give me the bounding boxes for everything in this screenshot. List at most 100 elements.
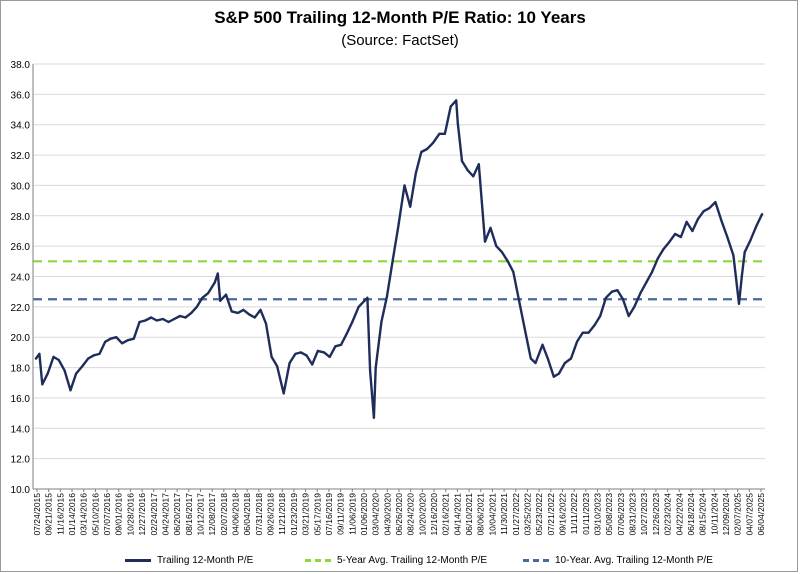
x-tick-label: 03/04/2020 [371,493,381,536]
x-tick-label: 03/10/2023 [593,493,603,536]
series-line-trailing-pe [34,99,764,419]
data-point [259,308,262,311]
data-point [557,372,561,375]
x-tick-label: 10/27/2023 [639,493,649,536]
y-tick-label: 36.0 [11,90,31,101]
data-point [651,270,654,273]
chart-subtitle: (Source: FactSet) [341,32,459,49]
x-tick-label: 04/30/2020 [382,493,392,536]
legend-swatch-10yr-avg [523,559,549,562]
data-point [288,361,291,365]
data-point [426,147,429,151]
data-point [41,383,44,386]
legend-item-trailing-pe: Trailing 12-Month P/E [125,555,253,566]
data-point [184,316,187,319]
data-point [253,316,256,319]
x-tick-label: 08/06/2021 [476,493,486,536]
data-point [616,289,619,292]
data-point [668,240,671,243]
data-point [316,349,319,352]
x-tick-label: 11/11/2022 [569,493,579,535]
data-point [150,316,153,319]
x-tick-label: 11/21/2018 [277,493,287,535]
data-point [126,339,129,342]
gridlines [33,63,765,460]
data-point [506,260,509,263]
x-tick-label: 06/26/2020 [394,493,404,536]
data-point [534,361,537,365]
chart-title: S&P 500 Trailing 12-Month P/E Ratio: 10 … [214,8,586,27]
data-point [109,337,112,340]
x-tick-label: 04/14/2021 [452,493,462,536]
data-point [581,331,584,334]
reference-lines [33,260,765,301]
y-tick-label: 12.0 [11,455,31,466]
data-point [691,229,694,233]
data-point [167,320,170,324]
x-tick-label: 12/08/2017 [207,493,217,536]
data-point [161,317,164,321]
x-tick-label: 08/31/2023 [628,493,638,536]
x-tick-label: 11/30/2021 [499,493,509,535]
data-point [726,235,729,239]
data-point [714,201,717,204]
data-point [639,292,642,295]
data-point [305,354,308,357]
x-tick-label: 07/07/2016 [102,493,112,536]
data-point [282,392,285,395]
data-point [144,319,147,322]
y-tick-label: 24.0 [11,273,31,284]
data-point [569,357,573,360]
data-point [190,311,193,314]
x-tick-label: 06/04/2018 [242,493,252,536]
x-tick-label: 07/31/2018 [254,493,264,536]
y-tick-label: 22.0 [11,303,31,314]
data-point [593,324,596,327]
data-point [195,305,198,308]
data-point [627,314,630,318]
data-point [104,340,107,343]
data-point [57,358,60,362]
data-point [541,343,544,346]
data-point [351,320,354,324]
data-point [38,352,41,355]
x-tick-label: 12/16/2020 [429,493,439,536]
data-point [52,355,55,358]
data-point [414,172,417,175]
data-point [369,369,372,372]
x-tick-label: 07/16/2019 [324,493,334,536]
x-tick-label: 09/11/2019 [336,493,346,535]
x-tick-label: 11/16/2015 [55,493,65,535]
data-point [397,225,400,228]
x-tick-label: 06/20/2017 [172,493,182,536]
data-point [518,299,521,302]
x-tick-label: 01/23/2019 [289,493,299,536]
data-point [242,308,245,311]
data-point [219,299,222,302]
x-tick-label: 08/16/2017 [184,493,194,536]
x-tick-label: 04/24/2017 [161,493,171,536]
series-layer [34,99,764,419]
data-point [264,322,268,325]
data-point [345,333,348,336]
x-tick-label: 09/16/2022 [558,493,568,536]
legend-swatch-5yr-avg [305,559,331,562]
y-tick-label: 20.0 [11,333,31,344]
data-point [63,369,66,372]
legend-label-5yr-avg: 5-Year Avg. Trailing 12-Month P/E [337,555,488,566]
x-tick-label: 07/06/2023 [616,493,626,536]
data-point [224,293,228,296]
data-point [443,132,446,135]
data-point [512,270,515,273]
data-point [213,281,216,284]
x-tick-label: 08/24/2020 [406,493,416,536]
data-point [740,275,743,278]
data-point [749,239,752,242]
x-tick-label: 10/11/2024 [709,493,719,535]
x-tick-label: 06/10/2021 [464,493,474,536]
data-point [276,365,279,368]
data-point [138,320,141,324]
data-point [201,296,204,299]
x-tick-label: 02/16/2021 [441,493,451,536]
data-point [178,314,182,318]
